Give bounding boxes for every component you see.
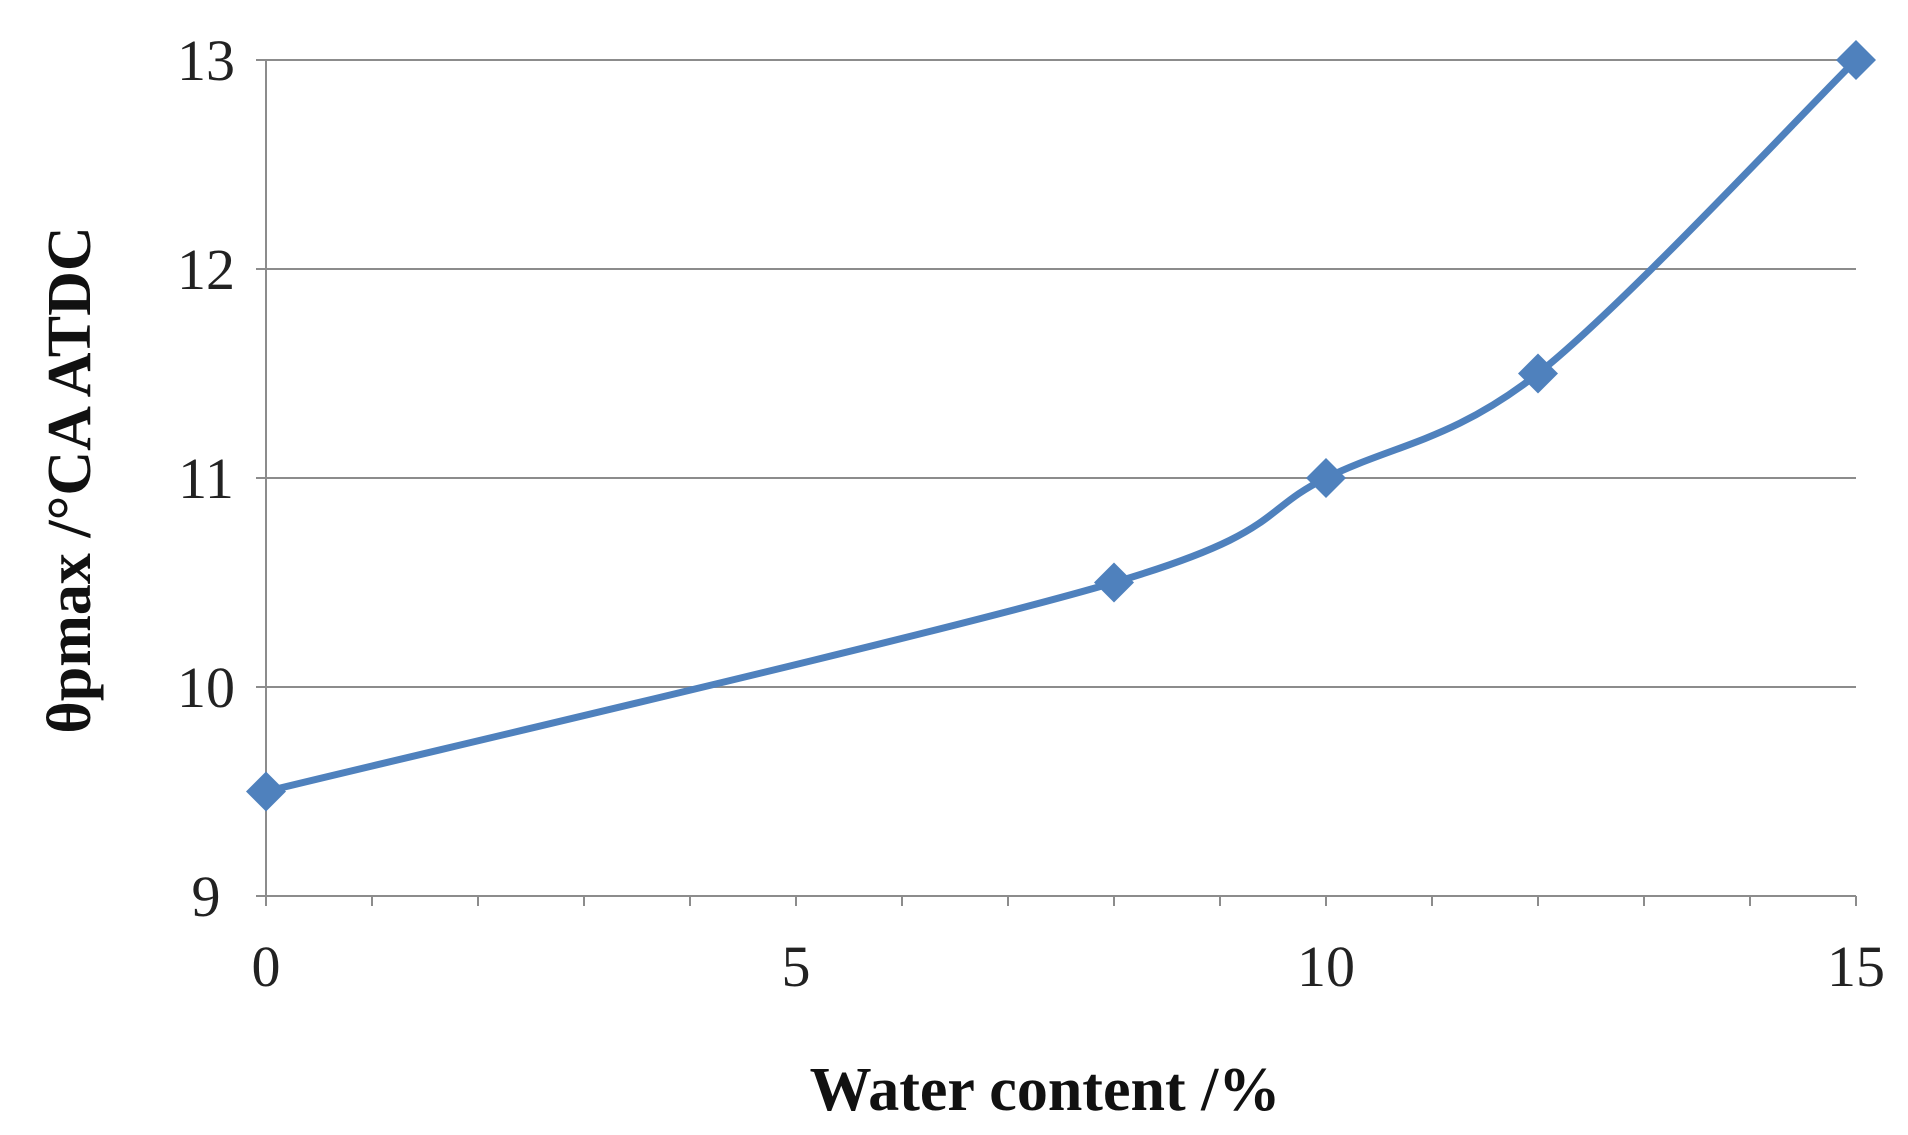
x-tick-label-15: 15 — [1827, 934, 1885, 999]
y-tick-label-13: 13 — [177, 28, 235, 93]
tick-labels: 9 10 11 12 13 0 5 10 15 — [177, 28, 1885, 999]
y-tick-label-11: 11 — [178, 446, 234, 511]
data-point-0-0 — [246, 771, 286, 812]
data-point-0-1 — [1094, 562, 1134, 603]
series-line-0 — [262, 56, 1860, 795]
axes — [256, 59, 1857, 906]
data-point-0-3 — [1518, 353, 1558, 394]
x-tick-label-10: 10 — [1297, 934, 1355, 999]
y-tick-label-9: 9 — [192, 864, 221, 929]
x-tick-label-0: 0 — [252, 934, 281, 999]
x-axis-title: Water content /% — [810, 1056, 1281, 1124]
gridlines — [266, 59, 1856, 688]
y-tick-label-12: 12 — [177, 237, 235, 302]
data-point-0-2 — [1306, 458, 1346, 498]
series-layer — [246, 40, 1876, 812]
x-tick-label-5: 5 — [782, 934, 811, 999]
y-axis-title: θpmax /°CA ATDC — [36, 226, 104, 733]
y-tick-label-10: 10 — [177, 655, 235, 720]
data-point-0-4 — [1836, 40, 1876, 80]
